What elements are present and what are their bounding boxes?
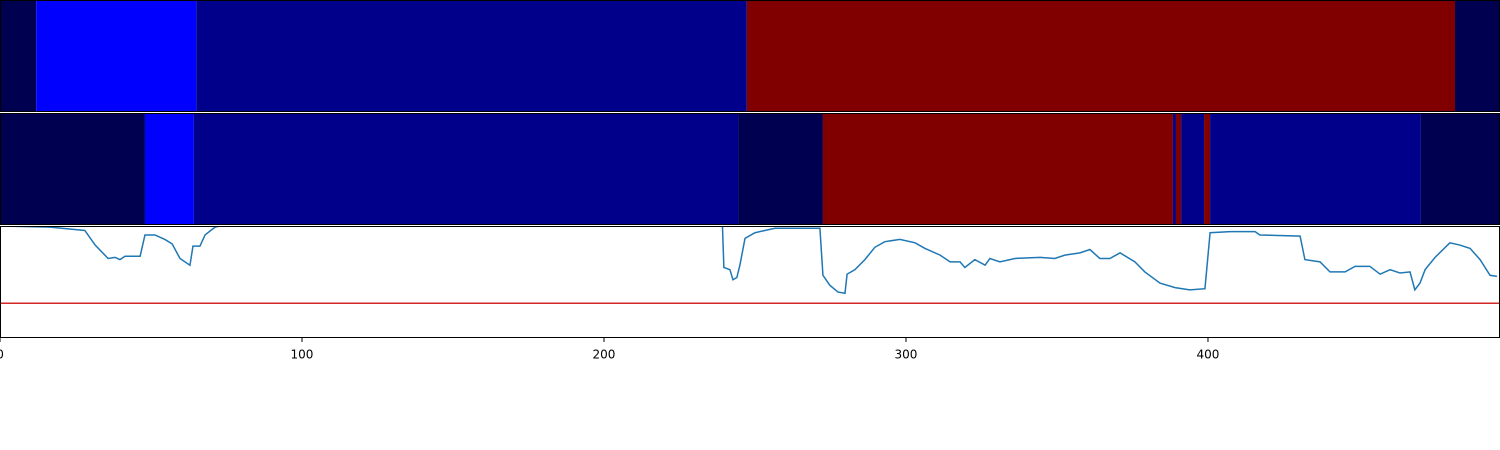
x-tick-label: 400 <box>1197 348 1220 362</box>
segment <box>738 113 823 225</box>
segment <box>1204 113 1211 225</box>
segment <box>196 0 747 112</box>
segment <box>193 113 739 225</box>
segment <box>822 113 1173 225</box>
segment <box>1175 113 1182 225</box>
data-line <box>0 226 1498 295</box>
segment <box>144 113 194 225</box>
plot-area <box>0 226 1500 305</box>
segment <box>1172 113 1176 225</box>
segment <box>1210 113 1421 225</box>
segment <box>1420 113 1500 225</box>
segment <box>36 0 197 112</box>
segment <box>1455 0 1500 112</box>
segment <box>1181 113 1205 225</box>
x-tick-label: 300 <box>895 348 918 362</box>
segment <box>746 0 1456 112</box>
x-tick-label: 0 <box>0 348 4 362</box>
segment <box>0 113 145 225</box>
x-tick-label: 100 <box>291 348 314 362</box>
segment <box>0 0 37 112</box>
x-tick-label: 200 <box>593 348 616 362</box>
panel-frame <box>0 226 1500 338</box>
